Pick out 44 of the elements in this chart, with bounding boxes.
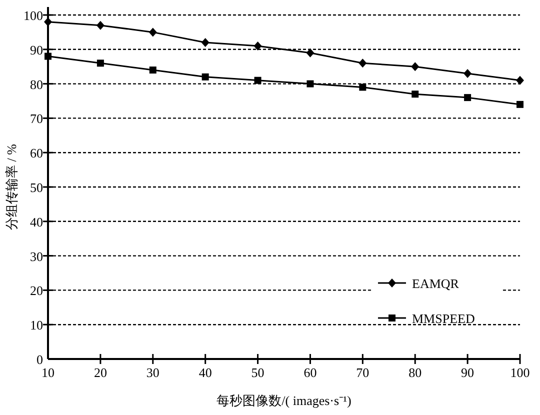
y-tick-label: 90 [30, 42, 43, 58]
y-tick-label: 100 [24, 8, 43, 23]
x-tick-label: 90 [461, 365, 474, 380]
y-tick-label: 80 [30, 76, 43, 92]
x-tick-label: 10 [42, 365, 54, 380]
x-tick-label: 70 [356, 365, 370, 380]
x-tick-label: 20 [94, 365, 107, 380]
y-tick-label: 40 [30, 214, 43, 230]
y-axis-title: 分组传输率 / % [4, 144, 19, 230]
x-tick-label: 80 [408, 365, 422, 380]
x-tick-label: 60 [304, 365, 317, 380]
legend-label: EAMQR [412, 276, 460, 291]
point [148, 28, 157, 37]
y-tick-label: 50 [30, 180, 43, 195]
point [359, 84, 366, 91]
y-tick-label: 60 [30, 146, 43, 161]
x-tick-label: 30 [146, 365, 160, 380]
point [254, 76, 262, 84]
point [411, 62, 420, 72]
point [149, 66, 156, 74]
point [516, 76, 524, 85]
y-tick-label: 10 [30, 318, 43, 333]
point [201, 38, 210, 48]
point [96, 60, 104, 67]
point [96, 20, 104, 30]
y-tick-label: 70 [30, 111, 43, 126]
point [254, 41, 262, 50]
y-tick-label: 0 [36, 352, 43, 367]
point [464, 68, 472, 78]
point [516, 100, 524, 108]
point [202, 73, 209, 80]
point [464, 94, 472, 102]
y-tick-label: 20 [30, 283, 43, 298]
point [412, 90, 419, 98]
x-tick-label: 40 [198, 365, 212, 380]
x-axis-title: 每秒图像数/( images·s⁻¹) [216, 393, 352, 408]
point [358, 58, 367, 68]
point [306, 48, 314, 58]
x-tick-label: 100 [510, 365, 530, 380]
point [44, 52, 52, 60]
y-tick-label: 30 [30, 248, 43, 264]
legend-label: MMSPEED [412, 311, 475, 326]
point [306, 80, 314, 88]
x-tick-label: 50 [251, 365, 264, 380]
